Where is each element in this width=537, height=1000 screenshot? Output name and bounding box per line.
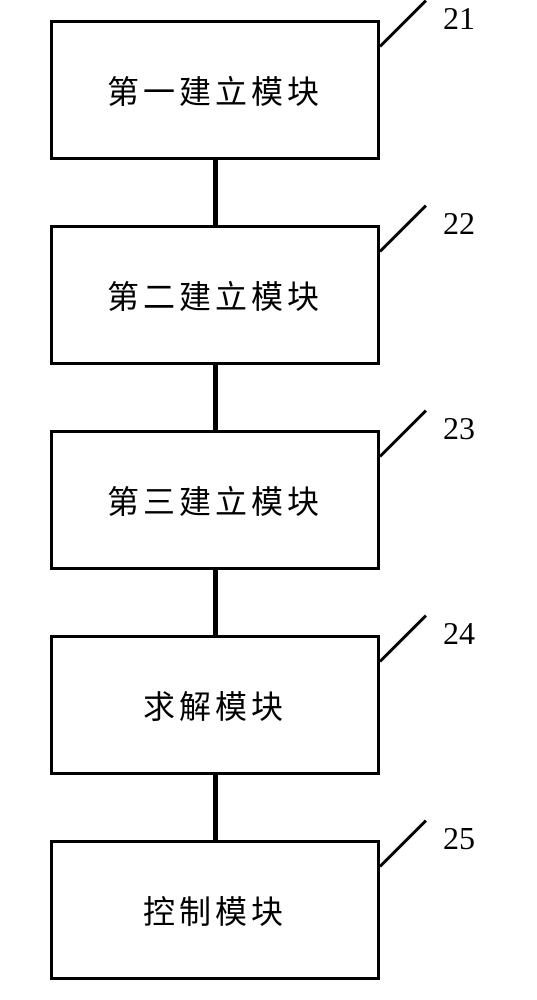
node-label: 第二建立模块 — [107, 272, 323, 318]
node-label: 第三建立模块 — [107, 477, 323, 523]
callout-line — [379, 614, 427, 662]
node-label: 求解模块 — [143, 682, 287, 728]
callout-line — [379, 409, 427, 457]
callout-number: 22 — [443, 205, 475, 242]
callout-number: 21 — [443, 0, 475, 37]
node-label: 第一建立模块 — [107, 67, 323, 113]
node-label: 控制模块 — [143, 887, 287, 933]
connector — [213, 365, 218, 430]
connector — [213, 775, 218, 840]
connector — [213, 570, 218, 635]
node-control-module: 控制模块 — [50, 840, 380, 980]
node-first-establish-module: 第一建立模块 — [50, 20, 380, 160]
callout-line — [379, 819, 427, 867]
callout-number: 25 — [443, 820, 475, 857]
connector — [213, 160, 218, 225]
node-solve-module: 求解模块 — [50, 635, 380, 775]
callout-number: 24 — [443, 615, 475, 652]
callout-line — [379, 204, 427, 252]
callout-number: 23 — [443, 410, 475, 447]
node-second-establish-module: 第二建立模块 — [50, 225, 380, 365]
flowchart-diagram: 第一建立模块 21 第二建立模块 22 第三建立模块 23 求解模块 24 控制… — [0, 0, 537, 1000]
node-third-establish-module: 第三建立模块 — [50, 430, 380, 570]
callout-line — [379, 0, 427, 48]
